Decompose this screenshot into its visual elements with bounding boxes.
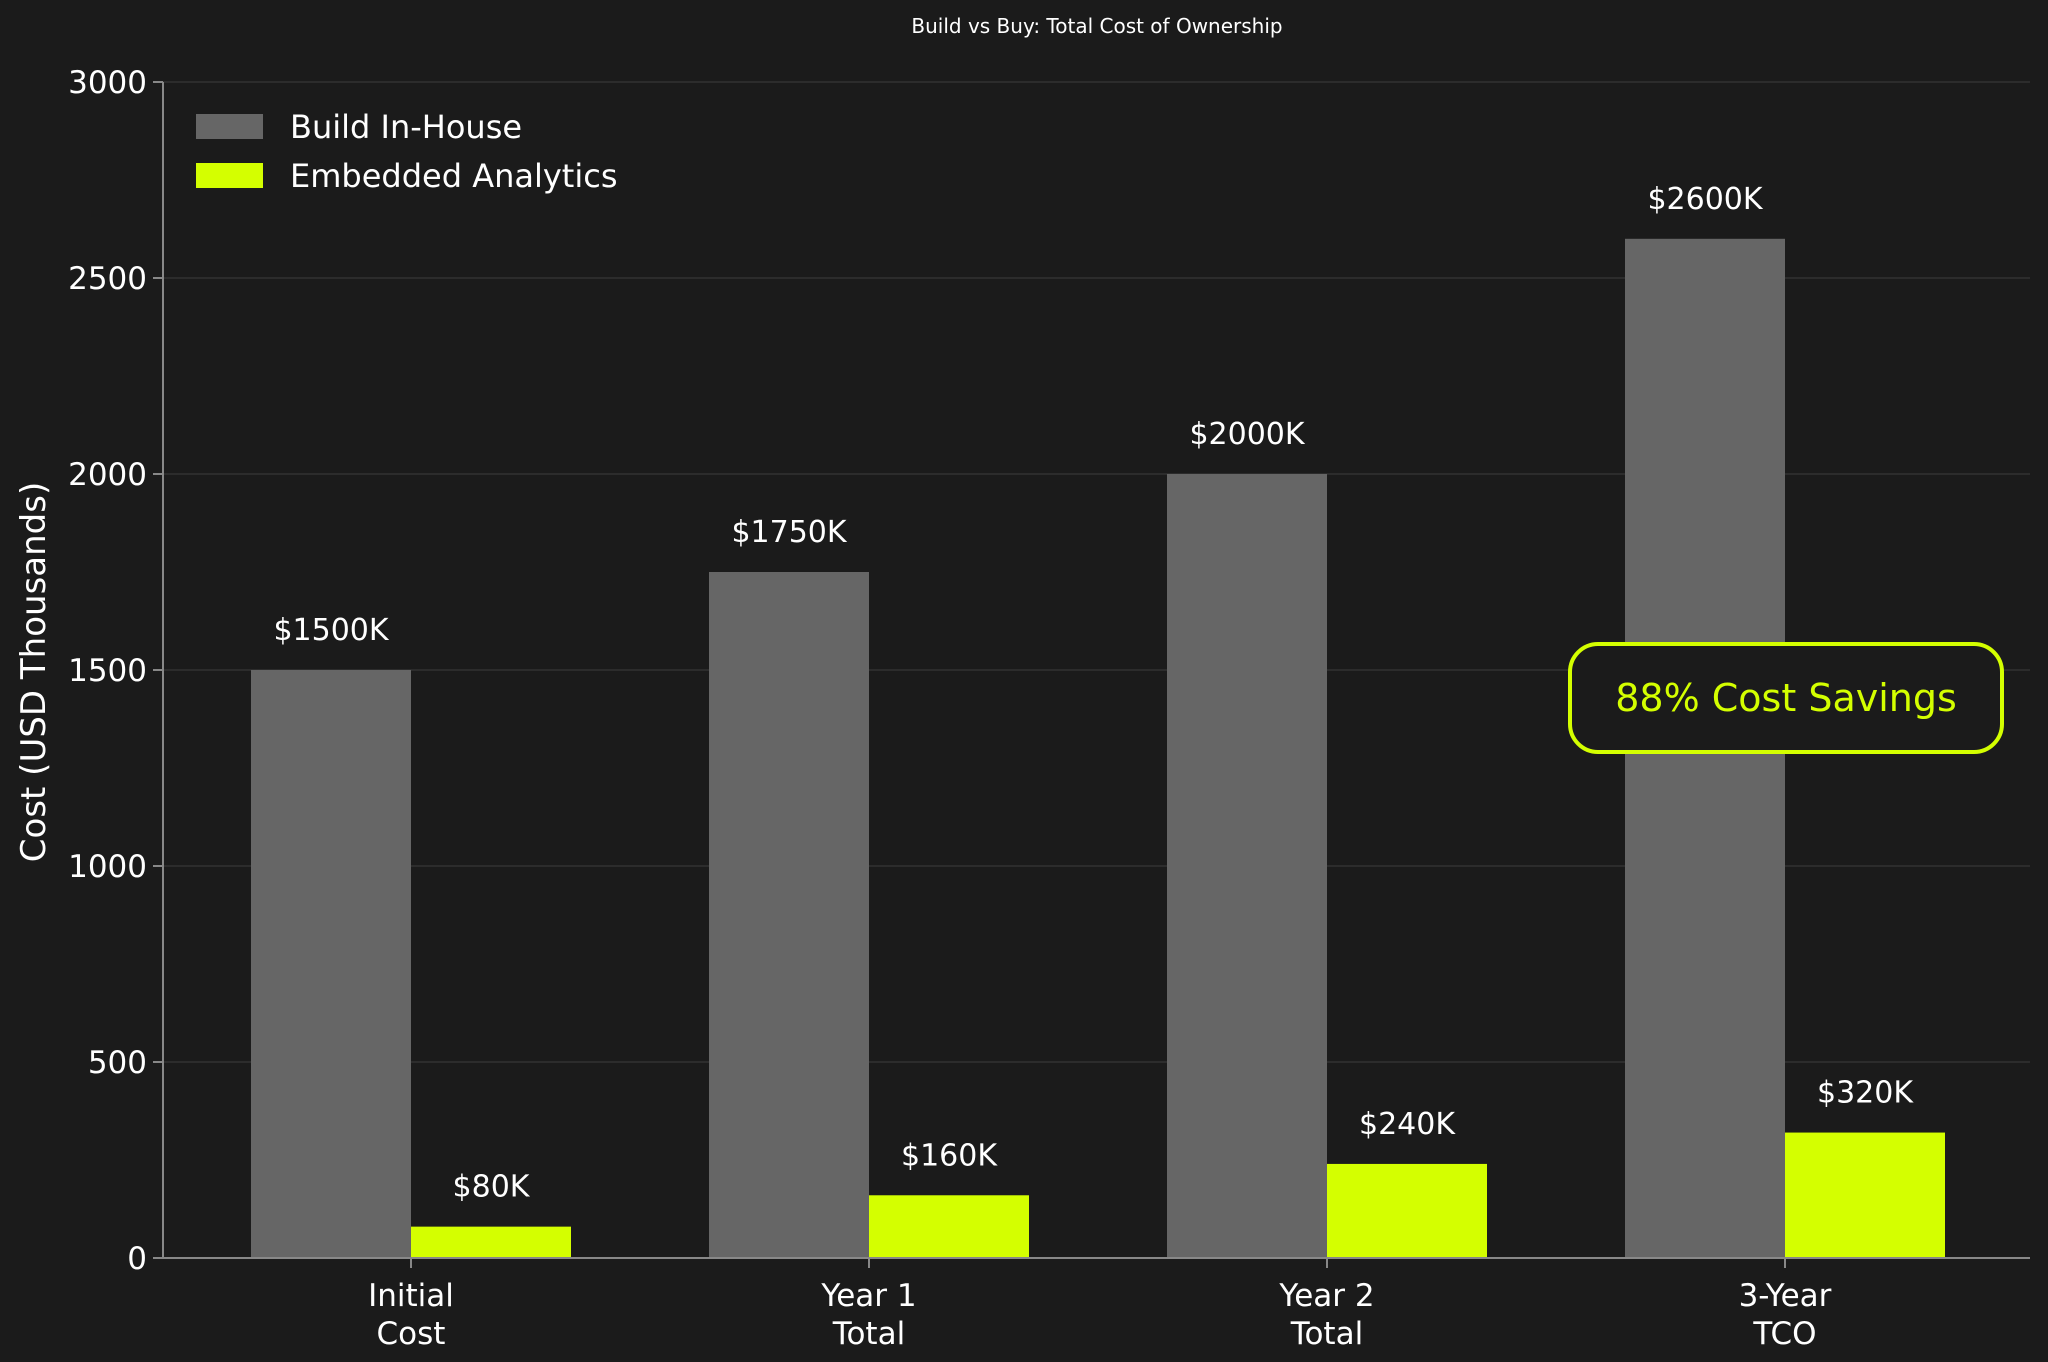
- legend-label: Build In-House: [290, 108, 522, 146]
- data-label: $160K: [901, 1138, 998, 1173]
- y-tick-label: 3000: [68, 65, 147, 101]
- data-label: $1500K: [273, 613, 389, 648]
- x-tick-label: 3-Year: [1739, 1278, 1832, 1314]
- annotation-box: [1568, 642, 2004, 754]
- data-label: $2600K: [1647, 182, 1763, 217]
- x-tick-label: Total: [1290, 1316, 1363, 1352]
- chart-title: Build vs Buy: Total Cost of Ownership: [911, 14, 1282, 38]
- data-labels: $1500K $1750K $2000K $2600K $80K $160K $240K $3…: [273, 182, 1914, 1205]
- legend: Build In-House Embedded Analytics: [196, 108, 618, 195]
- data-label: $2000K: [1189, 417, 1305, 452]
- y-tick-label: 0: [127, 1241, 147, 1277]
- legend-swatch: [196, 114, 263, 139]
- savings-annotation: 88% Cost Savings: [1568, 642, 2004, 754]
- y-tick-label: 2000: [68, 457, 147, 493]
- y-tick-label: 500: [88, 1045, 147, 1081]
- data-label: $1750K: [731, 515, 847, 550]
- x-tick-label: Cost: [377, 1316, 446, 1352]
- x-tick-label: TCO: [1752, 1316, 1816, 1352]
- y-tick-label: 1500: [68, 653, 147, 689]
- x-tick-label: Year 1: [820, 1278, 916, 1314]
- data-label: $320K: [1817, 1076, 1914, 1111]
- x-tick-label: Year 2: [1278, 1278, 1374, 1314]
- bar-build: [251, 670, 411, 1258]
- annotation-text: 88% Cost Savings: [1615, 676, 1957, 720]
- x-tick-label: Initial: [368, 1278, 454, 1314]
- bar-build: [1167, 474, 1327, 1258]
- y-tick-label: 1000: [68, 849, 147, 885]
- bar-embedded: [1327, 1163, 1487, 1258]
- bar-embedded: [869, 1195, 1029, 1258]
- bar-embedded: [1785, 1132, 1945, 1258]
- bar-embedded: [411, 1226, 571, 1258]
- legend-label: Embedded Analytics: [290, 157, 618, 195]
- legend-swatch: [196, 163, 263, 188]
- x-tick-label: Total: [832, 1316, 905, 1352]
- data-label: $240K: [1359, 1107, 1456, 1142]
- bar-build: [709, 572, 869, 1258]
- y-axis: 0 500 1000 1500 2000 2500 3000: [68, 65, 164, 1277]
- bars: [251, 238, 1945, 1259]
- y-axis-label: Cost (USD Thousands): [14, 482, 54, 862]
- y-tick-label: 2500: [68, 261, 147, 297]
- data-label: $80K: [453, 1170, 531, 1205]
